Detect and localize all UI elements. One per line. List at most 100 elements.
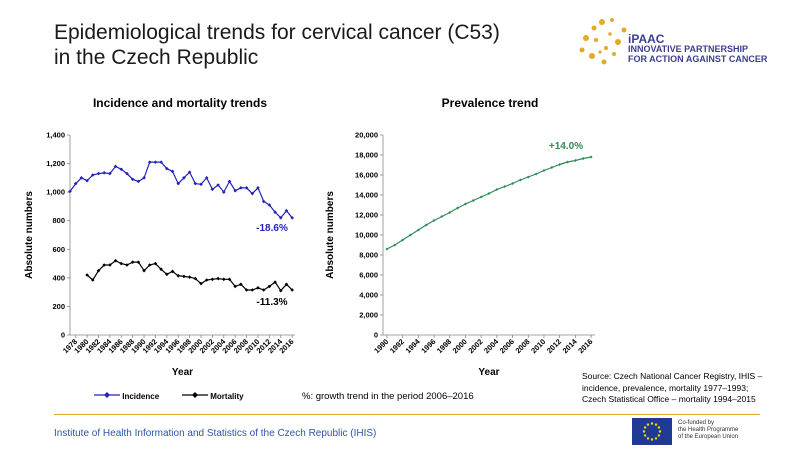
eu-star xyxy=(654,423,658,426)
data-point-mortality xyxy=(130,260,135,264)
data-point-prevalence xyxy=(471,199,475,202)
data-point-mortality xyxy=(119,261,124,266)
data-point-mortality xyxy=(108,263,112,267)
data-point-mortality xyxy=(113,258,118,263)
eu-star xyxy=(658,430,662,433)
x-tick-label: 2016 xyxy=(576,337,594,355)
logo-line2: FOR ACTION AGAINST CANCER xyxy=(628,54,768,64)
x-axis-label: Year xyxy=(478,367,499,378)
page-title: Epidemiological trends for cervical canc… xyxy=(54,20,500,70)
eu-cofunding-text: Co-funded by the Health Programme of the… xyxy=(678,420,738,441)
data-point-prevalence xyxy=(456,206,460,210)
data-point-mortality xyxy=(147,263,152,267)
x-tick-label: 1994 xyxy=(404,336,423,355)
eu-star xyxy=(646,437,650,440)
x-tick-label: 1998 xyxy=(435,337,453,355)
data-point-incidence xyxy=(187,170,192,174)
data-point-prevalence xyxy=(558,163,562,166)
prevalence-chart: 0 2,000 4,000 6,000 8,000 10,000 12,000 14,000 1… xyxy=(325,131,595,378)
data-point-incidence xyxy=(227,179,232,184)
data-point-incidence xyxy=(159,160,163,164)
data-point-mortality xyxy=(261,288,266,292)
data-point-mortality xyxy=(284,282,289,287)
data-point-prevalence xyxy=(479,195,483,199)
chart2-title: Prevalence trend xyxy=(441,96,539,110)
logo-line1: INNOVATIVE PARTNERSHIP xyxy=(628,44,749,54)
data-point-prevalence xyxy=(566,160,570,164)
data-point-mortality xyxy=(96,268,101,273)
data-point-mortality xyxy=(102,263,106,267)
legend-mortality: Mortality xyxy=(182,391,244,401)
data-point-prevalence xyxy=(416,228,420,232)
data-point-incidence xyxy=(233,188,237,193)
data-point-incidence xyxy=(256,186,260,190)
data-point-prevalence xyxy=(393,243,397,247)
trend-annotation-prevalence: +14.0% xyxy=(549,141,583,152)
x-axis-label: Year xyxy=(172,367,193,378)
y-tick-label: 1,200 xyxy=(46,159,65,168)
series-line-incidence xyxy=(69,161,293,219)
y-tick-label: 600 xyxy=(52,245,65,254)
data-point-incidence xyxy=(244,186,249,190)
data-point-mortality xyxy=(142,268,146,273)
data-point-prevalence xyxy=(495,188,499,191)
data-point-mortality xyxy=(210,277,215,282)
data-point-mortality xyxy=(239,282,243,287)
data-point-incidence xyxy=(290,216,294,220)
data-point-prevalence xyxy=(424,223,428,227)
y-tick-label: 200 xyxy=(52,302,65,311)
y-tick-label: 14,000 xyxy=(355,191,378,200)
data-point-incidence xyxy=(221,190,226,194)
data-point-mortality xyxy=(136,260,141,264)
x-tick-label: 2000 xyxy=(451,337,469,355)
data-point-mortality xyxy=(153,261,158,266)
eu-text-line1: Co-funded by xyxy=(678,420,715,426)
data-point-prevalence xyxy=(440,215,444,218)
trend-annotation-incidence: -18.6% xyxy=(256,223,288,234)
data-point-mortality xyxy=(250,288,255,292)
data-point-prevalence xyxy=(573,159,577,162)
data-point-mortality xyxy=(199,281,203,286)
data-point-incidence xyxy=(90,173,95,177)
data-point-incidence xyxy=(261,199,266,204)
eu-star xyxy=(646,423,650,426)
y-axis-label: Absolute numbers xyxy=(325,191,336,279)
eu-star xyxy=(654,437,658,440)
x-tick-label: 2002 xyxy=(466,337,484,355)
y-tick-label: 12,000 xyxy=(355,211,378,220)
data-point-mortality xyxy=(216,276,220,281)
data-point-prevalence xyxy=(534,172,538,176)
data-point-prevalence xyxy=(550,166,554,169)
legend-incidence-marker xyxy=(94,392,120,398)
data-point-mortality xyxy=(233,284,237,289)
data-point-prevalence xyxy=(503,185,507,188)
data-point-prevalence xyxy=(463,202,467,206)
data-point-mortality xyxy=(193,276,198,281)
data-point-mortality xyxy=(227,277,232,282)
data-point-incidence xyxy=(216,183,220,187)
eu-text-line3: of the European Union xyxy=(678,434,739,440)
data-point-mortality xyxy=(165,272,169,277)
incidence-mortality-chart: 02004006008001,0001,2001,400197819801982… xyxy=(24,131,296,379)
footer-rule xyxy=(54,414,760,415)
y-tick-label: 18,000 xyxy=(355,151,378,160)
eu-text-line2: the Health Programme xyxy=(678,427,739,433)
y-tick-label: 4,000 xyxy=(359,291,378,300)
legend-incidence-label: Incidence xyxy=(122,392,160,401)
eu-star xyxy=(650,422,654,425)
eu-flag-icon xyxy=(632,418,672,445)
data-point-prevalence xyxy=(589,155,593,159)
series-line-prevalence xyxy=(386,156,592,250)
y-tick-label: 10,000 xyxy=(355,231,378,240)
data-point-prevalence xyxy=(518,178,522,182)
data-point-incidence xyxy=(147,160,152,164)
data-point-incidence xyxy=(278,216,283,220)
data-point-mortality xyxy=(85,273,89,277)
source-note: Source: Czech National Cancer Registry, … xyxy=(582,371,792,406)
data-point-incidence xyxy=(204,176,209,180)
y-tick-label: 0 xyxy=(374,331,378,340)
data-point-mortality xyxy=(290,288,294,292)
source-line1: Source: Czech National Cancer Registry, … xyxy=(582,371,763,381)
x-tick-label: 2006 xyxy=(498,337,516,355)
y-tick-label: 0 xyxy=(61,331,65,340)
